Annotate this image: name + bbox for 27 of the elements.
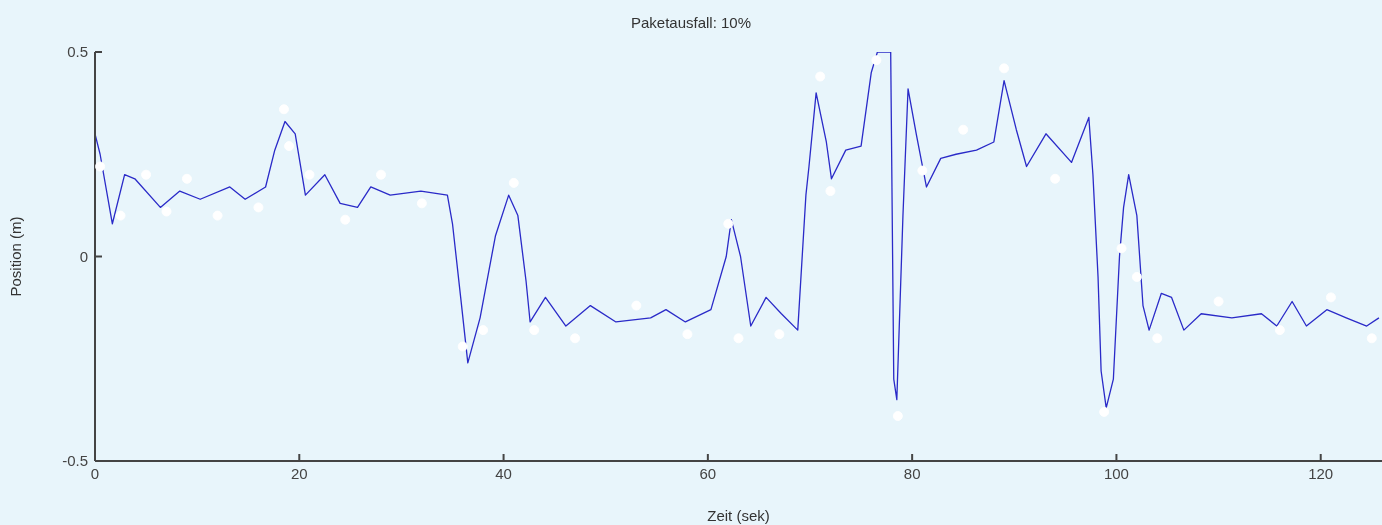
y-axis-title: Position (m) [7,216,25,297]
point [723,218,734,229]
x-tick-label: 0 [90,464,100,482]
point [95,161,106,172]
point [871,55,882,66]
x-tick-label: 120 [1308,464,1334,482]
point [1116,243,1127,254]
chart-title: Paketausfall: 10% [629,14,753,31]
point [304,169,315,180]
x-tick-label: 80 [903,464,921,482]
x-axis-title: Zeit (sek) [707,507,770,524]
point [478,325,489,336]
point [1131,271,1142,282]
point [284,141,295,152]
point [917,165,928,176]
point [1099,406,1110,417]
point [161,206,172,217]
y-tick-label: 0.5 [67,43,88,61]
x-tick-label: 40 [495,464,512,482]
x-tick-label: 60 [699,464,717,482]
point [1274,325,1285,336]
point [457,341,468,352]
y-tick-label: -0.5 [62,452,88,470]
x-tick-label: 20 [290,464,308,482]
y-tick-label: 0 [79,247,88,265]
point [115,210,126,221]
x-tick-label: 100 [1103,464,1129,482]
